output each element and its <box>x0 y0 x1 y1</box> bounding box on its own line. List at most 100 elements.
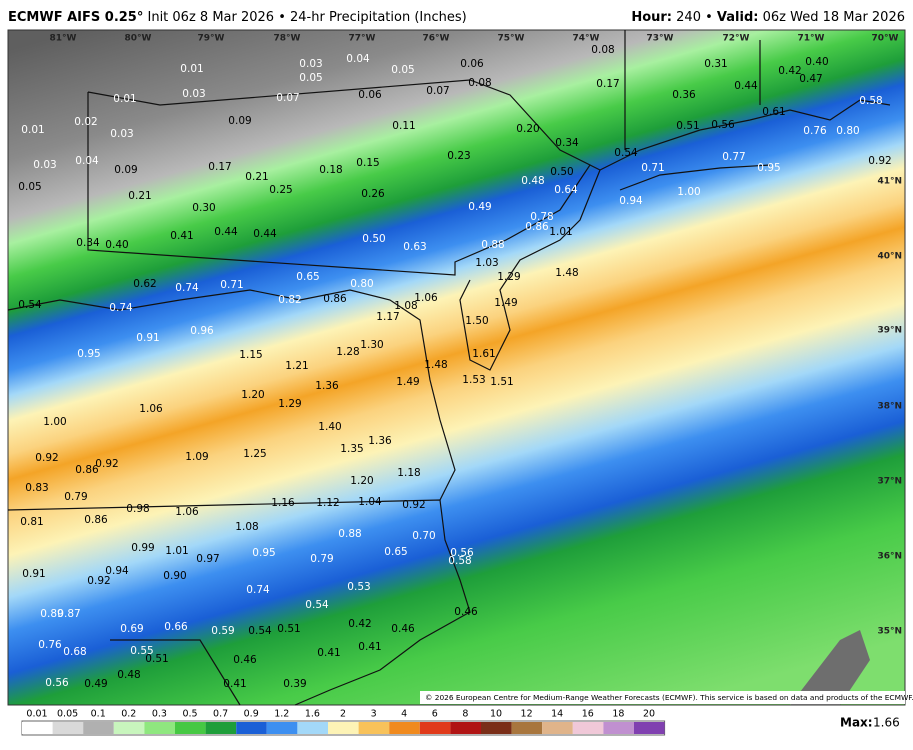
precip-value: 1.51 <box>490 376 513 388</box>
precip-value: 0.56 <box>45 677 69 689</box>
colorbar-swatch <box>419 722 451 734</box>
colorbar-label: 0.9 <box>244 709 259 720</box>
precip-value: 0.03 <box>110 128 133 140</box>
precip-value: 0.94 <box>619 195 643 207</box>
precip-value: 0.74 <box>109 302 133 314</box>
precip-value: 1.06 <box>414 292 438 304</box>
precip-value: 1.09 <box>185 451 208 463</box>
longitude-label: 70°W <box>872 34 899 44</box>
precip-value: 0.54 <box>614 147 638 159</box>
state-border <box>110 639 241 706</box>
precip-value: 0.68 <box>63 646 86 658</box>
colorbar-swatch <box>358 722 390 734</box>
precip-value: 1.20 <box>350 475 373 487</box>
precip-value: 0.56 <box>450 547 474 559</box>
precip-value: 0.04 <box>75 155 99 167</box>
colorbar-swatch <box>542 722 573 734</box>
precip-value: 0.44 <box>734 80 758 92</box>
hour-value: 240 • <box>676 10 713 25</box>
precip-value: 0.79 <box>64 491 87 503</box>
state-border <box>624 30 761 150</box>
precip-value: 0.06 <box>460 58 484 70</box>
precip-value: 0.44 <box>253 228 277 240</box>
precip-value: 1.03 <box>475 257 498 269</box>
precip-value: 0.61 <box>762 106 785 118</box>
colorbar-swatch <box>236 722 267 734</box>
colorbar-swatch <box>83 722 114 734</box>
precip-value: 0.58 <box>448 555 471 567</box>
precip-value: 0.99 <box>131 542 154 554</box>
precip-value: 0.05 <box>391 64 414 76</box>
precip-value: 0.92 <box>868 155 891 167</box>
precip-value: 0.94 <box>105 565 129 577</box>
precip-value: 1.06 <box>139 403 163 415</box>
gray-patch <box>790 630 870 705</box>
title: ECMWF AIFS 0.25° Init 06z 8 Mar 2026 • 2… <box>8 10 467 25</box>
colorbar-label: 0.5 <box>182 709 197 720</box>
precip-value: 0.46 <box>454 606 478 618</box>
colorbar-label: 0.2 <box>121 709 136 720</box>
precip-value: 0.41 <box>170 230 193 242</box>
precip-value: 0.56 <box>711 119 735 131</box>
colorbar-swatch <box>450 722 481 734</box>
precip-value: 1.50 <box>465 315 488 327</box>
colorbar-label: 0.01 <box>26 709 47 720</box>
precip-value: 0.02 <box>74 116 97 128</box>
precip-value: 0.41 <box>358 641 381 653</box>
precip-value: 0.69 <box>120 623 143 635</box>
latitude-label: 38°N <box>877 402 902 412</box>
colorbar-swatch <box>389 722 420 734</box>
precip-value: 1.18 <box>397 467 420 479</box>
precip-value: 0.71 <box>220 279 243 291</box>
precip-value: 0.90 <box>163 570 186 582</box>
valid-key: Valid: <box>717 10 759 25</box>
precip-value: 0.03 <box>299 58 322 70</box>
precip-value: 0.07 <box>276 92 299 104</box>
precip-value: 0.96 <box>190 325 214 337</box>
precip-value: 0.34 <box>76 237 100 249</box>
precip-value: 0.80 <box>350 278 373 290</box>
latitude-label: 35°N <box>877 627 902 637</box>
precip-value: 0.36 <box>672 89 696 101</box>
precip-value: 0.21 <box>245 171 268 183</box>
colorbar-swatch <box>511 722 543 734</box>
precip-value: 0.80 <box>836 125 859 137</box>
colorbar-label: 14 <box>551 709 563 720</box>
precip-value: 0.51 <box>676 120 699 132</box>
coastline <box>459 164 601 371</box>
precip-value: 1.06 <box>175 506 199 518</box>
longitude-label: 75°W <box>498 34 525 44</box>
precip-value: 0.83 <box>25 482 48 494</box>
longitude-label: 78°W <box>274 34 301 44</box>
valid-time: Hour: 240 • Valid: 06z Wed 18 Mar 2026 <box>631 10 905 25</box>
precip-value: 1.49 <box>396 376 419 388</box>
colorbar: 0.01 0.05 0.1 0.2 0.3 0.5 0.7 0.9 1.2 1.6 2 3 4 6 8 10 1… <box>21 709 666 736</box>
precip-value: 0.92 <box>402 499 425 511</box>
colorbar-swatch <box>481 722 512 734</box>
precip-value: 1.30 <box>360 339 383 351</box>
latitude-label: 39°N <box>877 326 902 336</box>
colorbar-swatch <box>297 722 328 734</box>
precip-value: 1.36 <box>368 435 392 447</box>
precip-value: 1.61 <box>472 348 495 360</box>
precip-value: 0.46 <box>233 654 257 666</box>
precip-value: 1.29 <box>278 398 301 410</box>
precip-value: 0.66 <box>164 621 188 633</box>
precip-value: 0.09 <box>228 115 251 127</box>
colorbar-label: 0.1 <box>91 709 106 720</box>
colorbar-swatch <box>634 722 665 734</box>
precip-value: 0.08 <box>468 77 491 89</box>
copyright-box <box>420 691 905 704</box>
state-border <box>179 289 456 501</box>
precip-value: 1.00 <box>43 416 66 428</box>
latitude-label: 37°N <box>877 477 902 487</box>
precip-value: 0.01 <box>21 124 44 136</box>
precip-value: 1.36 <box>315 380 339 392</box>
precip-value: 0.91 <box>22 568 45 580</box>
precip-value: 0.42 <box>778 65 801 77</box>
precip-value: 0.48 <box>117 669 140 681</box>
precip-value: 0.88 <box>481 239 504 251</box>
precip-value: 0.11 <box>392 120 415 132</box>
precip-value: 0.95 <box>252 547 275 559</box>
precip-value: 0.04 <box>346 53 370 65</box>
